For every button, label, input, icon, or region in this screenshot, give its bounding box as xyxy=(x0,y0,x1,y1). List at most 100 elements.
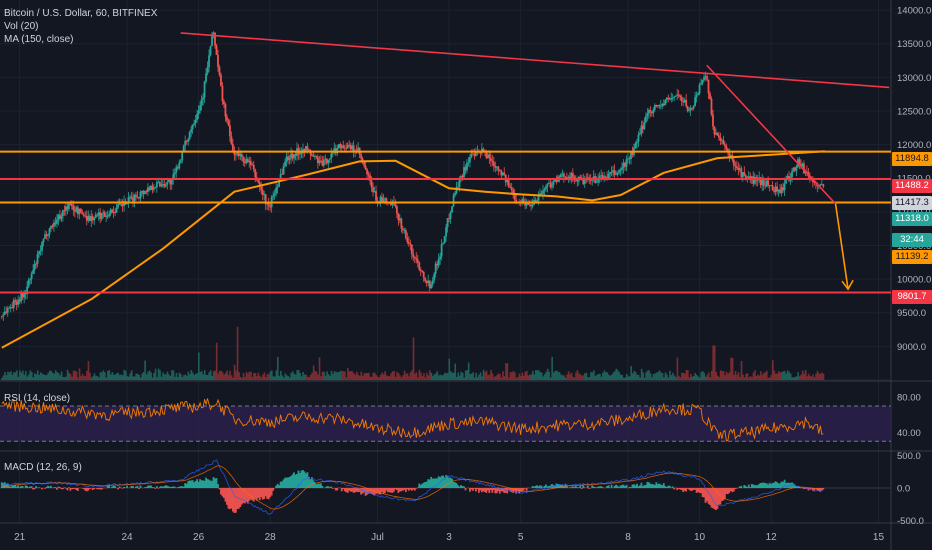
macd-histogram-bar xyxy=(421,483,424,488)
macd-pane-label[interactable]: MACD (12, 26, 9) xyxy=(4,462,82,473)
macd-histogram-bar xyxy=(190,480,193,488)
macd-histogram-bar xyxy=(658,483,661,488)
candle-body xyxy=(17,299,20,305)
candle-body xyxy=(157,182,160,183)
time-axis-tick: 15 xyxy=(872,532,885,543)
volume-bar xyxy=(515,377,518,380)
macd-histogram-bar xyxy=(664,486,667,488)
volume-bar xyxy=(423,373,425,380)
candle-body xyxy=(673,96,676,98)
macd-histogram-bar xyxy=(221,488,224,497)
volume-bar xyxy=(564,377,567,380)
macd-histogram-bar xyxy=(33,488,36,490)
candle-body xyxy=(410,244,413,254)
macd-histogram-bar xyxy=(539,485,541,488)
candle-body xyxy=(798,159,801,165)
macd-histogram-bar xyxy=(413,488,416,491)
candle-body xyxy=(6,308,9,313)
macd-histogram-bar xyxy=(643,485,646,488)
volume-bar xyxy=(511,372,513,380)
volume-bar xyxy=(497,373,500,380)
volume-bar xyxy=(144,360,146,380)
volume-bar xyxy=(642,372,644,380)
candle-body xyxy=(495,166,498,168)
volume-bar xyxy=(247,373,249,380)
macd-histogram-bar xyxy=(482,488,485,492)
volume-bar xyxy=(636,374,638,380)
volume-bar xyxy=(621,374,624,380)
time-axis-tick: Jul xyxy=(371,532,384,543)
volume-bar xyxy=(13,372,15,380)
volume-bar xyxy=(734,370,737,380)
volume-bar xyxy=(710,370,713,380)
volume-bar xyxy=(640,368,643,380)
volume-bar xyxy=(121,375,124,380)
candle-body xyxy=(545,186,547,189)
volume-bar xyxy=(108,370,111,380)
volume-bar xyxy=(809,375,811,380)
candle-body xyxy=(196,114,199,120)
candle-body xyxy=(266,203,269,205)
macd-histogram-bar xyxy=(367,488,370,494)
volume-bar xyxy=(506,363,509,380)
volume-bar xyxy=(177,377,179,380)
candle-body xyxy=(430,284,433,289)
volume-bar xyxy=(588,377,591,380)
macd-histogram-bar xyxy=(59,487,61,488)
candle-body xyxy=(109,209,112,215)
candle-body xyxy=(589,180,592,181)
macd-histogram-bar xyxy=(816,488,819,491)
volume-bar xyxy=(209,370,212,380)
candle-body xyxy=(72,206,75,210)
volume-bar xyxy=(184,374,187,380)
volume-bar xyxy=(786,370,789,380)
candle-body xyxy=(263,194,266,196)
candle-body xyxy=(395,206,398,214)
volume-indicator-label[interactable]: Vol (20) xyxy=(4,21,39,32)
volume-bar xyxy=(819,373,822,380)
candle-body xyxy=(628,158,631,160)
candle-body xyxy=(466,162,468,171)
candle-body xyxy=(803,163,805,174)
symbol-title[interactable]: Bitcoin / U.S. Dollar, 60, BITFINEX xyxy=(4,8,158,19)
candle-body xyxy=(613,170,616,175)
macd-histogram-bar xyxy=(718,488,720,505)
volume-bar xyxy=(215,342,218,380)
candle-body xyxy=(664,100,667,106)
macd-histogram-bar xyxy=(261,488,264,500)
moving-average-label[interactable]: MA (150, close) xyxy=(4,34,74,45)
macd-histogram-bar xyxy=(38,487,40,488)
macd-histogram-bar xyxy=(752,484,755,488)
volume-bar xyxy=(254,373,257,380)
volume-bar xyxy=(484,372,486,380)
macd-histogram-bar xyxy=(545,484,547,488)
volume-bar xyxy=(87,360,90,380)
volume-bar xyxy=(743,377,746,380)
macd-histogram-bar xyxy=(571,486,574,488)
candle-body xyxy=(364,165,367,170)
candle-body xyxy=(683,99,686,103)
time-axis-tick: 5 xyxy=(517,532,524,543)
candle-body xyxy=(479,152,482,154)
macd-histogram-bar xyxy=(167,486,170,488)
volume-bar xyxy=(127,376,130,380)
volume-bar xyxy=(791,377,793,380)
volume-bar xyxy=(393,370,395,380)
macd-histogram-bar xyxy=(252,488,255,502)
rsi-pane-label[interactable]: RSI (14, close) xyxy=(4,393,71,404)
volume-bar xyxy=(327,374,330,380)
price-axis-tick: 12500.0 xyxy=(897,106,931,117)
macd-histogram-bar xyxy=(794,484,796,488)
volume-bar xyxy=(262,374,264,380)
volume-bar xyxy=(581,375,583,380)
volume-bar xyxy=(81,373,84,380)
macd-histogram-bar xyxy=(302,470,304,488)
candle-body xyxy=(246,159,249,163)
macd-histogram-bar xyxy=(636,483,638,488)
candle-body xyxy=(482,148,485,151)
volume-bar xyxy=(359,375,361,380)
macd-histogram-bar xyxy=(440,475,443,488)
candle-body xyxy=(740,168,743,178)
macd-histogram-bar xyxy=(324,487,327,488)
